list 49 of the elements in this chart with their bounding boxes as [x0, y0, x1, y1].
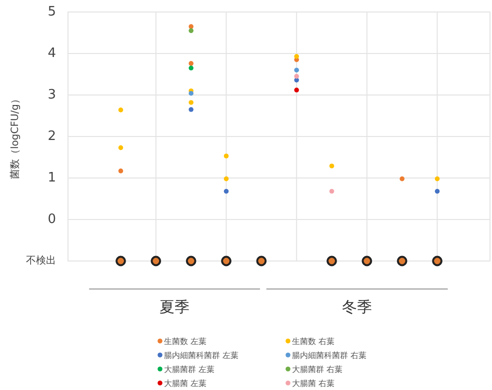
point: [294, 88, 299, 92]
point: [118, 168, 124, 174]
legend-label: 大腸菌群 右葉: [292, 365, 343, 374]
point: [186, 256, 196, 266]
point: [188, 100, 194, 105]
point: [118, 145, 124, 150]
point: [188, 90, 194, 96]
point: [118, 108, 124, 112]
y-tick-label: 5: [48, 4, 56, 20]
point: [188, 66, 194, 70]
legend-label: 腸内細菌科菌群 左葉: [164, 351, 239, 360]
y-axis-title: 菌数（logCFU/g）: [9, 94, 21, 180]
point: [188, 28, 194, 34]
legend-label: 腸内細菌科菌群 右葉: [292, 351, 367, 360]
point: [188, 24, 194, 29]
y-tick-label: 4: [48, 46, 56, 61]
point: [150, 256, 162, 266]
y-tick-label: 1: [48, 170, 56, 186]
y-tick-label: 不検出: [26, 254, 56, 266]
y-tick-label: 2: [48, 129, 56, 144]
legend-label: 生菌数 右葉: [292, 337, 335, 346]
point: [362, 256, 372, 266]
point: [224, 154, 229, 158]
legend-label: 生菌数 左葉: [164, 337, 207, 346]
point: [329, 188, 334, 194]
point: [224, 176, 229, 182]
y-tick-label: 3: [48, 88, 56, 102]
point: [432, 256, 442, 266]
point: [326, 256, 337, 266]
text: 冬季: [342, 298, 372, 316]
point: [434, 188, 440, 194]
legend-label: 大腸菌 左葉: [164, 379, 207, 388]
point: [294, 74, 299, 79]
point: [329, 164, 334, 168]
y-tick-label: 0: [48, 212, 56, 227]
point: [256, 256, 267, 266]
point: [188, 61, 194, 66]
point: [224, 188, 229, 194]
legend-label: 大腸菌群 左葉: [164, 365, 215, 374]
point: [188, 107, 194, 112]
point: [221, 256, 232, 266]
point: [396, 256, 408, 266]
point: [116, 256, 126, 266]
text: 夏季: [160, 298, 190, 316]
point: [434, 176, 440, 182]
point: [294, 54, 299, 59]
point: [400, 176, 404, 182]
point: [294, 68, 299, 72]
legend-label: 大腸菌 右葉: [292, 379, 335, 388]
